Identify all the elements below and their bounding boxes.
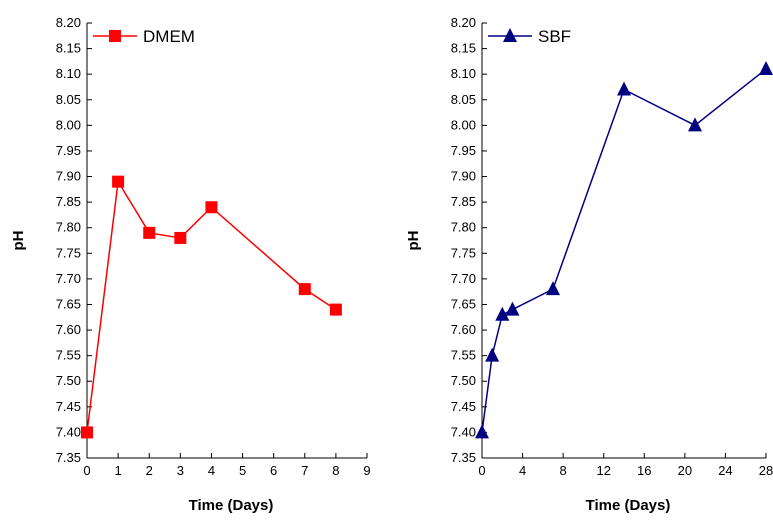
y-tick-label: 7.40 [56,424,81,439]
y-tick-label: 7.65 [56,296,81,311]
y-tick-label: 7.80 [56,220,81,235]
x-tick-label: 5 [239,463,246,478]
y-tick-label: 7.65 [451,296,476,311]
y-axis-title: pH [405,231,422,251]
x-tick-label: 20 [678,463,692,478]
y-tick-label: 7.45 [56,399,81,414]
x-tick-label: 4 [519,463,526,478]
y-tick-label: 7.80 [451,220,476,235]
chart-panel-sbf: 7.35 7.40 7.45 7.50 7.55 7.60 7.65 7.70 7.75 7.80… [405,15,773,514]
x-tick-label: 6 [270,463,277,478]
data-point-sbf [688,117,702,131]
x-tick-label: 8 [560,463,567,478]
y-tick-label: 8.05 [56,92,81,107]
y-tick-label: 7.50 [56,373,81,388]
y-tick-label: 7.70 [451,271,476,286]
y-tick-label: 7.75 [451,245,476,260]
x-tick-label: 0 [478,463,485,478]
y-tick-label: 7.45 [451,399,476,414]
y-tick-label: 7.55 [56,348,81,363]
y-tick-label: 7.90 [451,169,476,184]
y-tick-label: 7.90 [56,169,81,184]
y-tick-label: 8.10 [451,66,476,81]
data-point-dmem [205,201,217,213]
x-tick-label: 2 [146,463,153,478]
y-tick-label: 7.50 [451,373,476,388]
data-point-sbf [475,424,489,438]
y-tick-label: 8.20 [451,15,476,30]
x-axis-title: Time (Days) [189,497,274,514]
series-line-dmem [87,182,336,433]
legend-marker [503,28,517,42]
y-tick-label: 7.75 [56,245,81,260]
data-point-sbf [617,82,631,96]
y-tick-label: 8.15 [56,41,81,56]
data-point-dmem [174,232,186,244]
y-tick-label: 8.20 [56,15,81,30]
y-tick-label: 8.10 [56,66,81,81]
y-tick-label: 7.95 [451,143,476,158]
data-point-sbf [546,281,560,295]
x-tick-label: 8 [332,463,339,478]
chart-panel-dmem: 7.35 7.40 7.45 7.50 7.55 7.60 7.65 7.70 7.75 7.80… [10,15,371,514]
x-tick-label: 12 [596,463,610,478]
series-line-sbf [482,69,766,432]
y-tick-label: 7.95 [56,143,81,158]
x-tick-label: 4 [208,463,215,478]
y-tick-label: 7.85 [451,194,476,209]
data-point-dmem [330,304,342,316]
data-point-dmem [81,426,93,438]
data-point-dmem [299,283,311,295]
x-tick-label: 3 [177,463,184,478]
x-tick-label: 24 [718,463,732,478]
y-tick-label: 8.00 [56,117,81,132]
y-tick-label: 7.35 [451,450,476,465]
y-tick-label: 7.85 [56,194,81,209]
x-tick-label: 1 [114,463,121,478]
y-tick-label: 7.60 [451,322,476,337]
data-point-sbf [485,348,499,362]
y-tick-label: 7.55 [451,348,476,363]
y-tick-label: 7.40 [451,424,476,439]
y-tick-label: 7.70 [56,271,81,286]
y-tick-label: 7.35 [56,450,81,465]
data-point-dmem [112,176,124,188]
legend-label: SBF [538,27,571,46]
y-tick-label: 8.00 [451,117,476,132]
y-tick-label: 8.15 [451,41,476,56]
x-tick-label: 7 [301,463,308,478]
x-tick-label: 0 [83,463,90,478]
legend-label: DMEM [143,27,195,46]
data-point-sbf [759,61,773,75]
y-tick-label: 7.60 [56,322,81,337]
y-tick-label: 8.05 [451,92,476,107]
x-tick-label: 16 [637,463,651,478]
x-tick-label: 28 [759,463,773,478]
x-tick-label: 9 [363,463,370,478]
legend-marker [109,30,121,42]
x-axis-title: Time (Days) [586,497,671,514]
y-axis-title: pH [10,231,27,251]
data-point-dmem [143,227,155,239]
data-point-sbf [505,302,519,316]
